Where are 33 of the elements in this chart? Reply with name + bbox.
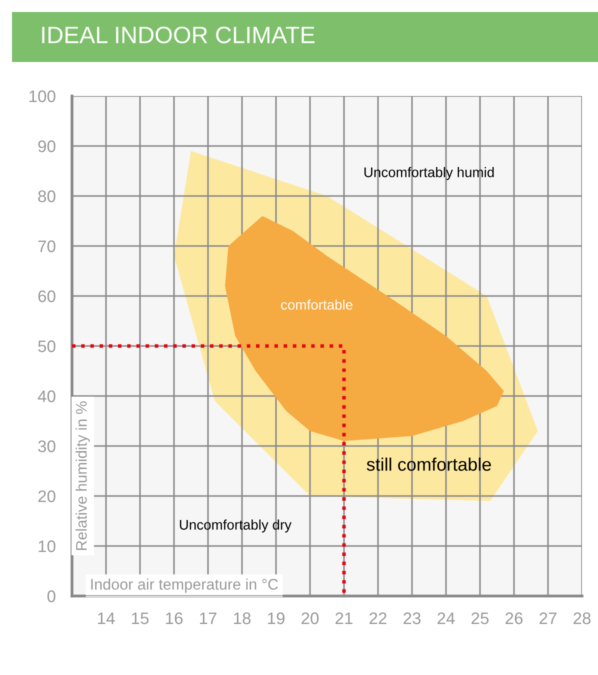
x-tick-label: 17 [200,612,216,624]
y-tick-label: 50 [38,340,56,352]
y-tick-label: 80 [38,190,56,202]
x-tick-label: 23 [404,612,421,624]
y-tick-label: 90 [38,140,56,152]
x-tick-label: 18 [234,612,251,624]
chart-title: IDEAL INDOOR CLIMATE [42,26,314,44]
y-tick-label: 60 [38,290,56,302]
y-axis-title: Relative humidity in % [76,401,90,550]
x-tick-label: 24 [438,612,455,624]
y-tick-label: 10 [38,540,56,552]
x-tick-label: 16 [166,612,183,624]
x-tick-label: 19 [268,612,284,624]
x-tick-label: 28 [574,612,591,624]
y-tick-label: 40 [38,390,56,402]
x-tick-label: 21 [336,612,352,624]
y-tick-label: 20 [38,490,56,502]
annotation: still comfortable [366,458,491,471]
x-tick-label: 27 [540,612,556,624]
x-tick-label: 20 [302,612,319,624]
x-axis-title: Indoor air temperature in °C [91,578,278,593]
y-tick-label: 70 [38,240,56,252]
x-tick-label: 22 [370,612,386,624]
x-tick-label: 26 [506,612,523,624]
y-tick-label: 100 [29,90,56,102]
annotation: Uncomfortably dry [180,520,292,532]
annotation: Uncomfortably humid [364,167,494,180]
y-tick-label: 0 [47,590,56,602]
annotation: comfortable [281,300,352,310]
x-tick-label: 14 [98,612,115,624]
x-tick-label: 25 [472,612,489,624]
y-tick-label: 30 [38,440,56,452]
x-tick-label: 15 [132,612,149,624]
